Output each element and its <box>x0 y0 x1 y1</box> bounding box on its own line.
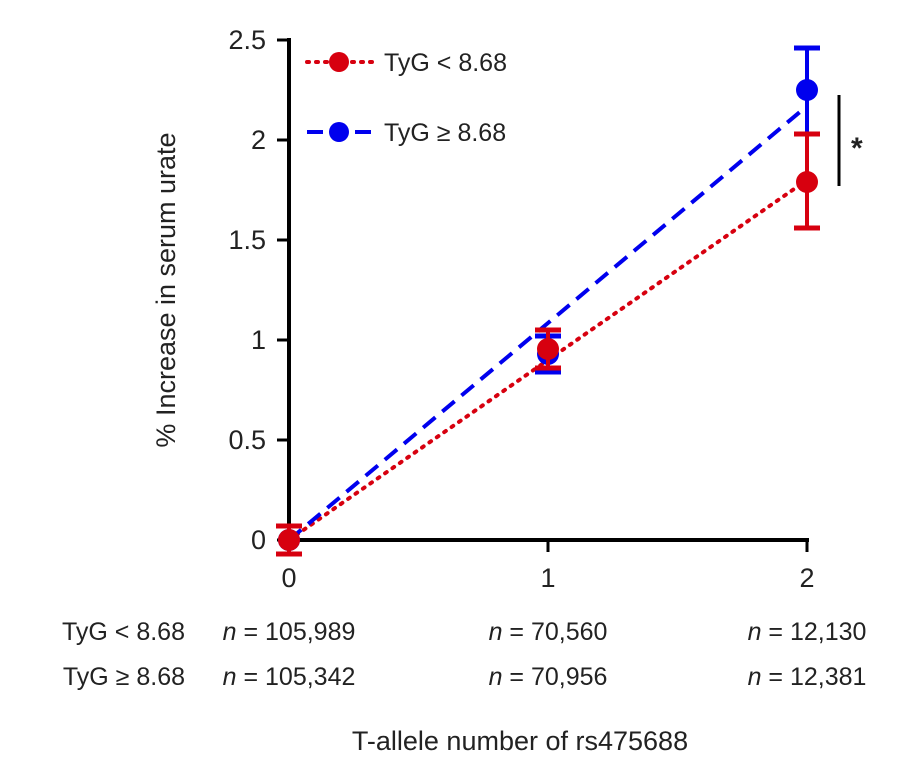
data-point <box>278 529 300 551</box>
n-row-label: TyG < 8.68 <box>62 618 185 646</box>
x-tick-label: 2 <box>799 563 814 593</box>
y-tick-label: 1 <box>251 325 266 355</box>
y-tick-label: 0.5 <box>228 425 266 455</box>
legend-marker <box>329 52 349 72</box>
data-point <box>796 79 818 101</box>
x-axis-label: T-allele number of rs475688 <box>352 726 688 756</box>
n-value: n = 12,130 <box>748 618 867 646</box>
y-axis-label: % Increase in serum urate <box>151 132 181 447</box>
data-point <box>537 338 559 360</box>
x-tick-label: 0 <box>281 563 296 593</box>
legend-label: TyG ≥ 8.68 <box>384 119 506 147</box>
y-tick-label: 2.5 <box>228 25 266 55</box>
significance-star: * <box>851 132 863 165</box>
n-row-label: TyG ≥ 8.68 <box>63 663 185 691</box>
n-value: n = 70,956 <box>489 663 608 691</box>
n-value: n = 70,560 <box>489 618 608 646</box>
fit-line-1 <box>287 104 809 542</box>
y-tick-label: 2 <box>251 125 266 155</box>
legend-label: TyG < 8.68 <box>384 49 507 77</box>
y-tick-label: 0 <box>251 525 266 555</box>
n-value: n = 105,342 <box>223 663 356 691</box>
n-value: n = 12,381 <box>748 663 867 691</box>
y-tick-label: 1.5 <box>228 225 266 255</box>
n-value: n = 105,989 <box>223 618 356 646</box>
legend-marker <box>329 122 349 142</box>
data-point <box>796 171 818 193</box>
x-tick-label: 1 <box>540 563 555 593</box>
